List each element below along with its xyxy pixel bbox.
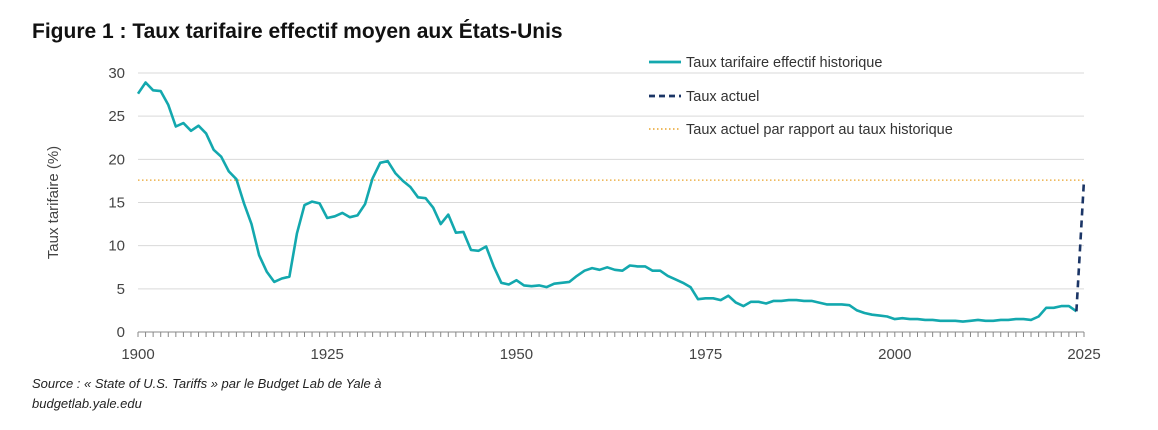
x-tick-label-1900: 1900 bbox=[121, 346, 154, 363]
y-axis-title: Taux tarifaire (%) bbox=[45, 146, 62, 259]
y-tick-label-25: 25 bbox=[108, 108, 125, 125]
x-tick-label-2025: 2025 bbox=[1067, 346, 1100, 363]
y-tick-label-20: 20 bbox=[108, 151, 125, 168]
series-layer bbox=[136, 81, 1086, 323]
y-axis: 0 5 10 15 20 25 30 bbox=[108, 65, 125, 341]
source-line-2: budgetlab.yale.edu bbox=[32, 396, 142, 411]
y-tick-label-10: 10 bbox=[108, 238, 125, 255]
series-line-1 bbox=[1075, 180, 1086, 312]
x-axis: 1900 1925 1950 1975 2000 2025 bbox=[121, 331, 1101, 363]
source-line-1: Source : « State of U.S. Tariffs » par l… bbox=[32, 376, 382, 391]
series-line-0 bbox=[136, 81, 1078, 323]
y-tick-label-15: 15 bbox=[108, 195, 125, 212]
source-note: Source : « State of U.S. Tariffs » par l… bbox=[32, 374, 382, 414]
legend: Taux tarifaire effectif historique Taux a… bbox=[649, 55, 953, 138]
legend-label-1: Taux actuel bbox=[686, 89, 759, 105]
y-tick-label-30: 30 bbox=[108, 65, 125, 82]
x-tick-label-1950: 1950 bbox=[500, 346, 533, 363]
legend-label-0: Taux tarifaire effectif historique bbox=[686, 55, 882, 71]
legend-label-2: Taux actuel par rapport au taux historiq… bbox=[686, 122, 953, 138]
x-tick-label-1975: 1975 bbox=[689, 346, 722, 363]
grid-lines bbox=[138, 72, 1084, 290]
x-tick-label-1925: 1925 bbox=[311, 346, 344, 363]
figure-title: Figure 1 : Taux tarifaire effectif moyen… bbox=[32, 20, 563, 43]
y-tick-label-0: 0 bbox=[117, 324, 125, 341]
x-tick-label-2000: 2000 bbox=[878, 346, 911, 363]
y-tick-label-5: 5 bbox=[117, 281, 125, 298]
